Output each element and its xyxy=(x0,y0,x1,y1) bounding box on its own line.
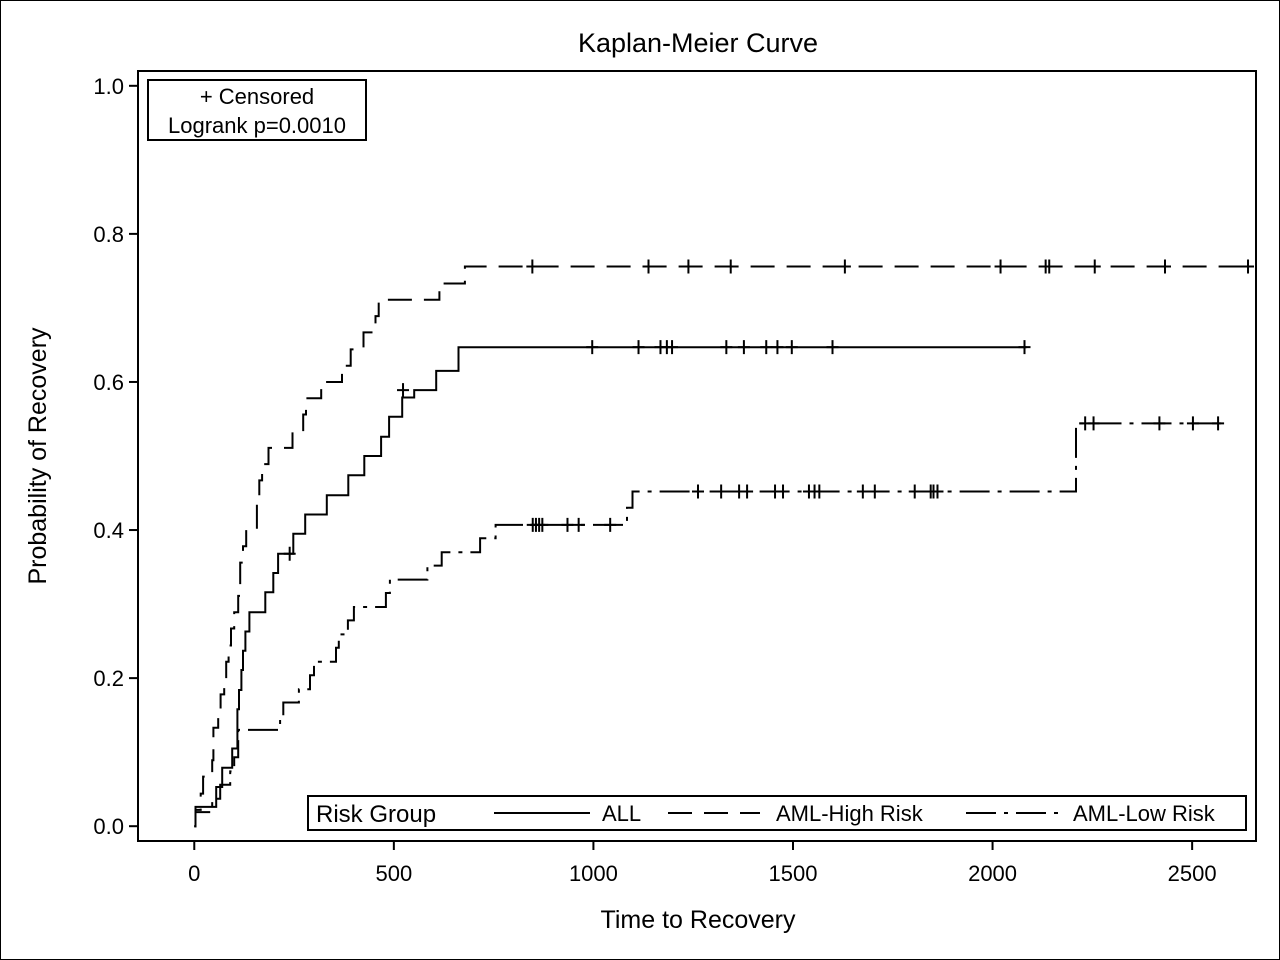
legend-title: Risk Group xyxy=(316,801,436,828)
censor-mark xyxy=(931,484,944,499)
censor-mark xyxy=(1018,340,1031,355)
x-axis-label: Time to Recovery xyxy=(601,906,796,934)
plot-area xyxy=(137,70,1257,842)
censor-mark xyxy=(1088,259,1101,274)
censor-mark xyxy=(908,484,921,499)
censor-mark xyxy=(1087,416,1100,431)
chart-title: Kaplan-Meier Curve xyxy=(578,28,818,58)
logrank-note: Logrank p=0.0010 xyxy=(168,113,346,138)
censor-mark xyxy=(586,340,599,355)
y-tick-label: 0.4 xyxy=(93,518,124,543)
series-1 xyxy=(194,259,1255,828)
x-tick-label: 0 xyxy=(188,861,200,886)
censor-mark xyxy=(724,259,737,274)
series-line xyxy=(194,265,1250,828)
y-tick-label: 0.0 xyxy=(93,814,124,839)
censor-mark xyxy=(1186,416,1199,431)
censor-mark xyxy=(666,340,679,355)
censor-info-box: + Censored Logrank p=0.0010 xyxy=(147,79,367,141)
censor-mark xyxy=(642,259,655,274)
censor-mark xyxy=(826,340,839,355)
censor-mark xyxy=(604,517,617,532)
y-tick-label: 0.8 xyxy=(93,222,124,247)
y-axis-label: Probability of Recovery xyxy=(24,327,52,585)
series-2 xyxy=(194,416,1225,828)
censor-mark xyxy=(1153,416,1166,431)
censor-mark xyxy=(838,259,851,274)
x-tick-label: 1000 xyxy=(569,861,618,886)
legend-frame xyxy=(307,795,1247,831)
censor-mark xyxy=(715,484,728,499)
censor-info-frame xyxy=(147,79,367,141)
censor-mark xyxy=(777,484,790,499)
x-axis: 0 500 1000 1500 2000 2500 xyxy=(188,841,1217,886)
x-tick-label: 1500 xyxy=(769,861,818,886)
censor-mark xyxy=(737,340,750,355)
x-tick-label: 2000 xyxy=(968,861,1017,886)
censor-mark xyxy=(691,484,704,499)
censor-mark xyxy=(741,484,754,499)
censor-mark xyxy=(536,517,549,532)
censor-mark xyxy=(682,259,695,274)
legend-label-aml-high: AML-High Risk xyxy=(776,801,924,826)
censor-mark xyxy=(785,340,798,355)
y-tick-label: 1.0 xyxy=(93,74,124,99)
censor-mark xyxy=(526,259,539,274)
censor-mark xyxy=(632,340,645,355)
censor-mark xyxy=(1043,259,1056,274)
censor-mark xyxy=(397,383,410,398)
legend-label-aml-low: AML-Low Risk xyxy=(1073,801,1216,826)
censor-mark xyxy=(1242,259,1255,274)
censor-mark xyxy=(868,484,881,499)
legend-label-all: ALL xyxy=(602,801,641,826)
censor-mark xyxy=(561,517,574,532)
x-tick-label: 500 xyxy=(375,861,412,886)
series-line xyxy=(194,346,1027,828)
censor-mark xyxy=(813,484,826,499)
censor-mark xyxy=(283,546,296,561)
censor-mark xyxy=(771,340,784,355)
y-tick-label: 0.6 xyxy=(93,370,124,395)
censor-mark xyxy=(720,340,733,355)
x-tick-label: 2500 xyxy=(1168,861,1217,886)
legend: Risk Group ALL AML-High Risk AML-Low Ris… xyxy=(307,795,1247,831)
censor-mark xyxy=(1212,416,1225,431)
series-line xyxy=(194,422,1221,828)
censored-note: + Censored xyxy=(200,84,314,109)
y-axis: 0.0 0.2 0.4 0.6 0.8 1.0 xyxy=(93,74,138,839)
censor-mark xyxy=(994,259,1007,274)
y-tick-label: 0.2 xyxy=(93,666,124,691)
censor-mark xyxy=(856,484,869,499)
censor-mark xyxy=(760,340,773,355)
series-0 xyxy=(194,340,1031,828)
censor-mark xyxy=(1159,259,1171,274)
censor-mark xyxy=(572,517,585,532)
series-layer xyxy=(194,259,1255,828)
